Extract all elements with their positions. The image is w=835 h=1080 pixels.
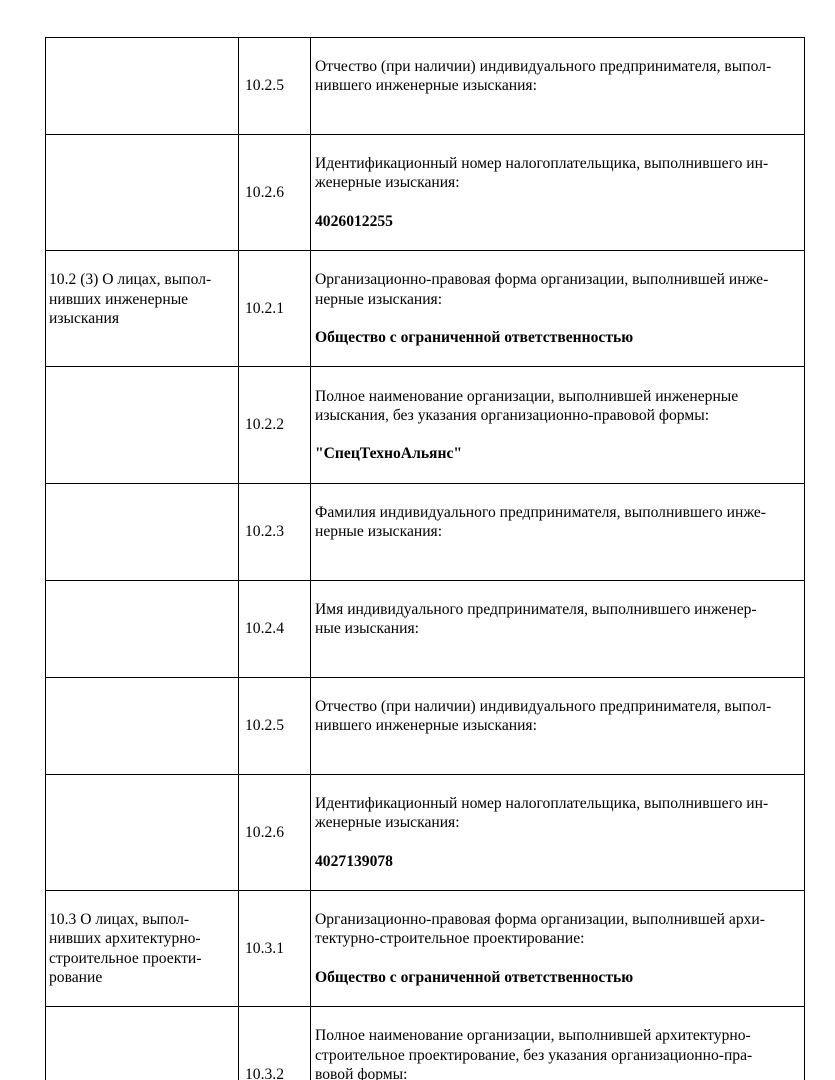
content-cell: Имя индивидуального предпринимателя, вып…	[310, 579, 805, 678]
item-number: 10.2.6	[245, 823, 284, 841]
table-row: 10.2.5 Отчество (при наличии) индивидуал…	[45, 36, 805, 136]
number-cell: 10.2.6	[238, 134, 311, 252]
item-number: 10.3.2	[245, 1065, 284, 1080]
table-row: 10.2.6 Идентификационный номер налогопла…	[45, 134, 805, 252]
item-number: 10.2.2	[245, 416, 284, 434]
content-cell: Фамилия индивидуального предпринимателя,…	[310, 482, 805, 581]
section-cell	[45, 579, 239, 678]
section-cell	[45, 366, 239, 484]
section-cell	[45, 1006, 239, 1080]
content-cell: Идентификационный номер налогоплательщик…	[310, 773, 805, 891]
number-cell: 10.2.6	[238, 773, 311, 891]
item-number: 10.2.4	[245, 620, 284, 638]
number-cell: 10.2.3	[238, 482, 311, 581]
section-label: 10.3 О лицах, выпол- нивших архитектурно…	[49, 911, 202, 986]
number-cell: 10.2.5	[238, 676, 311, 775]
section-cell	[45, 676, 239, 775]
field-label: Организационно-правовая форма организаци…	[315, 911, 765, 948]
table-row: 10.2.2 Полное наименование организации, …	[45, 366, 805, 484]
field-label: Отчество (при наличии) индивидуального п…	[315, 697, 772, 735]
item-number: 10.2.6	[245, 184, 284, 202]
table-row: 10.2 (3) О лицах, выпол- нивших инженерн…	[45, 250, 805, 368]
item-number: 10.2.3	[245, 523, 284, 541]
content-cell: Организационно-правовая форма организаци…	[310, 250, 805, 368]
number-cell: 10.3.1	[238, 889, 311, 1008]
field-label: Фамилия индивидуального предпринимателя,…	[315, 503, 766, 541]
field-value: Общество с ограниченной ответственностью	[315, 968, 634, 986]
section-cell	[45, 36, 239, 136]
section-cell	[45, 773, 239, 891]
table-row: 10.2.6 Идентификационный номер налогопла…	[45, 773, 805, 891]
section-cell	[45, 134, 239, 252]
number-cell: 10.2.1	[238, 250, 311, 368]
table-row: 10.2.3 Фамилия индивидуального предприни…	[45, 482, 805, 581]
number-cell: 10.2.5	[238, 36, 311, 136]
number-cell: 10.2.2	[238, 366, 311, 484]
content-cell: Организационно-правовая форма организаци…	[310, 889, 805, 1008]
content-cell: Полное наименование организации, выполни…	[310, 366, 805, 484]
field-value: "СпецТехноАльянс"	[315, 445, 463, 463]
field-label: Имя индивидуального предпринимателя, вып…	[315, 600, 757, 638]
field-label: Организационно-правовая форма организаци…	[315, 271, 769, 308]
section-cell: 10.2 (3) О лицах, выпол- нивших инженерн…	[45, 250, 239, 368]
declaration-table-body: 10.2.5 Отчество (при наличии) индивидуал…	[45, 36, 805, 1080]
table-row: 10.2.4 Имя индивидуального предпринимате…	[45, 579, 805, 678]
field-value: Общество с ограниченной ответственностью	[315, 329, 634, 347]
field-label: Отчество (при наличии) индивидуального п…	[315, 58, 772, 95]
item-number: 10.3.1	[245, 939, 284, 957]
content-cell: Отчество (при наличии) индивидуального п…	[310, 36, 805, 136]
number-cell: 10.2.4	[238, 579, 311, 678]
content-cell: Идентификационный номер налогоплательщик…	[310, 134, 805, 252]
content-cell: Полное наименование организации, выполни…	[310, 1006, 805, 1080]
item-number: 10.2.5	[245, 77, 284, 95]
item-number: 10.2.1	[245, 300, 284, 318]
section-cell: 10.3 О лицах, выпол- нивших архитектурно…	[45, 889, 239, 1008]
item-number: 10.2.5	[245, 717, 284, 735]
content-cell: Отчество (при наличии) индивидуального п…	[310, 676, 805, 775]
number-cell: 10.3.2	[238, 1006, 311, 1080]
field-label: Полное наименование организации, выполни…	[315, 1027, 753, 1080]
section-label: 10.2 (3) О лицах, выпол- нивших инженерн…	[49, 271, 212, 327]
field-label: Идентификационный номер налогоплательщик…	[315, 794, 769, 832]
declaration-table: 10.2.5 Отчество (при наличии) индивидуал…	[45, 36, 805, 1080]
field-value: 4027139078	[315, 852, 393, 870]
table-row: 10.3 О лицах, выпол- нивших архитектурно…	[45, 889, 805, 1008]
field-label: Полное наименование организации, выполни…	[315, 387, 739, 424]
table-row: 10.3.2 Полное наименование организации, …	[45, 1006, 805, 1080]
field-label: Идентификационный номер налогоплательщик…	[315, 155, 769, 192]
table-row: 10.2.5 Отчество (при наличии) индивидуал…	[45, 676, 805, 775]
section-cell	[45, 482, 239, 581]
field-value: 4026012255	[315, 212, 393, 230]
